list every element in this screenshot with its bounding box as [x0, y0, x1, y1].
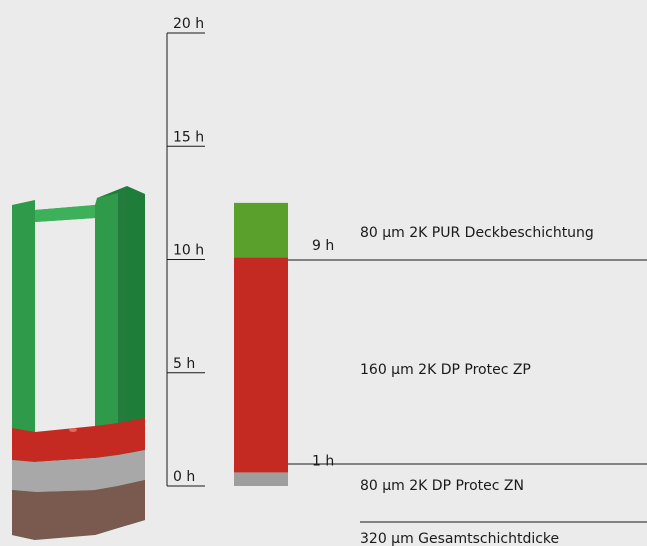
- bar-segment-zinc-primer: [234, 472, 288, 486]
- total-thickness-label: 320 µm Gesamtschichtdicke: [360, 531, 559, 546]
- bar-segment-pur-topcoat: [234, 202, 288, 258]
- bar-segment-dp-protec-zp: [234, 257, 288, 473]
- layer-bar: 9 h 1 h: [234, 202, 334, 486]
- layer-label-top: 80 µm 2K PUR Deckbeschichtung: [360, 225, 594, 241]
- scale-tick-label: 15 h: [173, 129, 204, 145]
- scale-tick-label: 10 h: [173, 243, 204, 259]
- bar-marker-label: 9 h: [312, 238, 334, 254]
- layer-label-bottom: 80 µm 2K DP Protec ZN: [360, 478, 524, 494]
- scale-tick-label: 20 h: [173, 16, 204, 32]
- layer-label-middle: 160 µm 2K DP Protec ZP: [360, 362, 531, 378]
- steel-beam-illustration: [12, 186, 145, 540]
- bar-marker-label: 1 h: [312, 453, 334, 469]
- time-scale: 20 h 15 h 10 h 5 h 0 h: [166, 16, 205, 487]
- scale-tick-label: 0 h: [173, 469, 195, 485]
- scale-tick-label: 5 h: [173, 356, 195, 372]
